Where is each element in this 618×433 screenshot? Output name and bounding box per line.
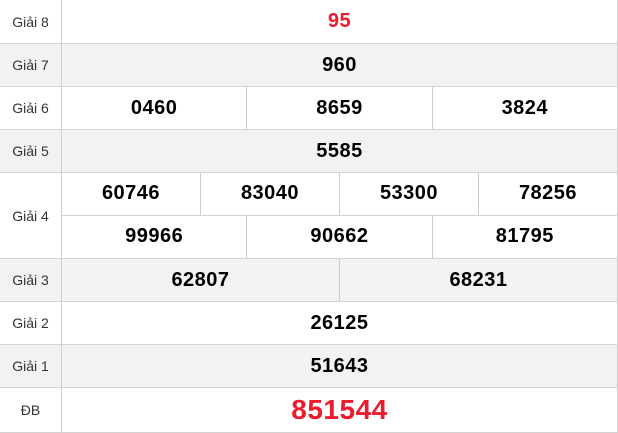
prize-3-label: Giải 3 [0,259,62,301]
prize-4-number: 81795 [431,215,617,258]
prize-6-number: 0460 [130,96,178,119]
prize-7-label: Giải 7 [0,44,62,86]
row-prize-5: Giải 5 5585 [0,130,617,173]
prize-4-number: 99966 [125,225,184,248]
prize-4-number: 60746 [101,182,161,205]
row-prize-special: ĐB 851544 [0,388,617,433]
prize-2-number: 26125 [310,311,369,334]
row-prize-3: Giải 3 62807 68231 [0,259,617,302]
row-prize-4: Giải 4 60746 83040 53300 78256 99966 906… [0,173,617,259]
row-prize-1: Giải 1 51643 [0,345,617,388]
prize-3-number: 68231 [339,259,617,301]
prize-4-number: 90662 [246,215,431,258]
prize-5-label: Giải 5 [0,130,62,172]
prize-7-number: 960 [322,53,357,76]
prize-4-cells: 60746 83040 53300 78256 99966 90662 8179… [62,173,617,258]
prize-4-line-2: 99966 90662 81795 [62,215,617,258]
row-prize-6: Giải 6 0460 8659 3824 [0,87,617,130]
prize-8-number: 95 [327,10,352,32]
prize-1-number: 51643 [310,354,369,377]
prize-8-label: Giải 8 [0,0,62,43]
row-prize-2: Giải 2 26125 [0,302,617,345]
prize-3-number: 62807 [171,268,230,291]
prize-3-cells: 62807 68231 [62,259,617,301]
prize-1-cells: 51643 [62,345,617,387]
row-prize-8: Giải 8 95 [0,0,617,44]
prize-4-number: 53300 [339,173,478,215]
row-prize-7: Giải 7 960 [0,44,617,87]
prize-5-cells: 5585 [62,130,617,172]
prize-special-number: 851544 [291,394,388,425]
prize-8-cells: 95 [62,0,617,43]
prize-6-number: 3824 [431,87,617,129]
prize-special-cells: 851544 [62,388,617,432]
prize-2-cells: 26125 [62,302,617,344]
prize-4-label: Giải 4 [0,173,62,258]
prize-1-label: Giải 1 [0,345,62,387]
prize-5-number: 5585 [316,139,363,162]
prize-6-label: Giải 6 [0,87,62,129]
prize-4-number: 78256 [478,173,617,215]
prize-7-cells: 960 [62,44,617,86]
prize-6-number: 8659 [246,87,431,129]
prize-4-number: 83040 [200,173,339,215]
prize-special-label: ĐB [0,388,62,432]
prize-4-line-1: 60746 83040 53300 78256 [62,173,617,216]
prize-6-cells: 0460 8659 3824 [62,87,617,129]
prize-2-label: Giải 2 [0,302,62,344]
